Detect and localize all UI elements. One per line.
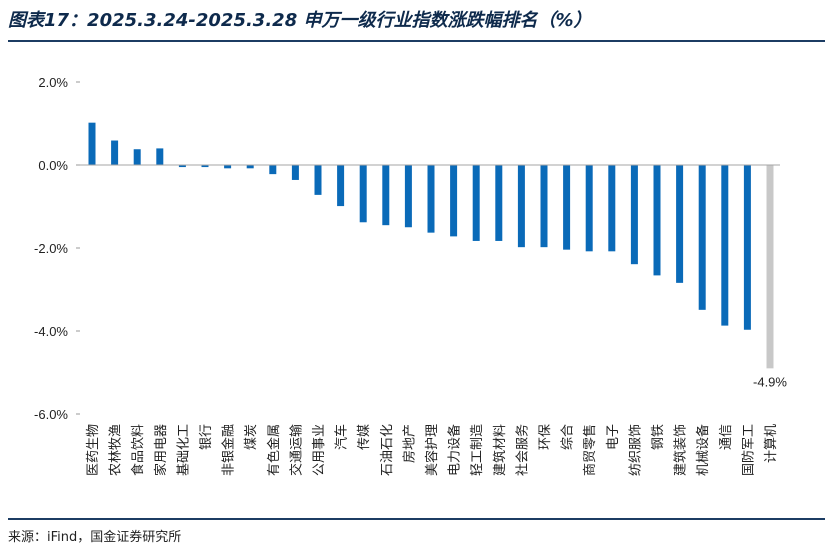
- category-label: 钢铁: [651, 424, 666, 450]
- category-label: 食品饮料: [130, 424, 146, 476]
- bar: [246, 165, 254, 169]
- bar: [359, 165, 367, 223]
- category-label: 纺织服饰: [628, 424, 643, 476]
- category-label: 国防军工: [740, 424, 756, 476]
- category-label: 轻工制造: [470, 424, 485, 476]
- bar: [427, 165, 435, 233]
- bar: [653, 165, 661, 276]
- chart-title: 图表17：2025.3.24-2025.3.28 申万一级行业指数涨跌幅排名（%…: [8, 10, 592, 31]
- category-label: 社会服务: [514, 424, 530, 476]
- category-label: 农林牧渔: [109, 424, 124, 476]
- category-label: 环保: [538, 424, 553, 450]
- y-tick-label: 2.0%: [38, 75, 68, 90]
- category-label: 银行: [199, 424, 214, 450]
- bar: [608, 165, 616, 252]
- bar: [540, 165, 548, 248]
- category-label: 传媒: [357, 424, 372, 450]
- data-label: -4.9%: [753, 374, 787, 389]
- category-label: 美容护理: [424, 424, 440, 476]
- category-label: 有色金属: [266, 424, 282, 476]
- bar: [563, 165, 571, 250]
- category-label: 建筑材料: [492, 424, 508, 476]
- category-label: 石油石化: [380, 424, 395, 476]
- bar: [291, 165, 299, 180]
- category-label: 电子: [606, 424, 621, 450]
- source-divider: [8, 518, 825, 520]
- bar: [450, 165, 458, 237]
- category-label: 汽车: [334, 424, 350, 450]
- bar: [224, 165, 232, 169]
- category-label: 煤炭: [244, 424, 259, 450]
- bar: [404, 165, 412, 228]
- bar: [698, 165, 706, 310]
- category-label: 非银金融: [221, 424, 237, 476]
- category-label: 交通运输: [288, 424, 304, 476]
- bar: [133, 149, 141, 165]
- bar: [676, 165, 684, 283]
- y-tick-label: 0.0%: [38, 158, 68, 173]
- bar: [201, 165, 209, 168]
- category-label: 家用电器: [153, 424, 169, 476]
- category-label: 商贸零售: [582, 424, 598, 476]
- bar: [495, 165, 503, 241]
- y-tick-label: -2.0%: [34, 241, 68, 256]
- bar: [314, 165, 322, 195]
- bar: [178, 165, 186, 168]
- bar: [472, 165, 480, 241]
- category-label: 房地产: [401, 424, 417, 463]
- bar: [269, 165, 277, 175]
- category-label: 公用事业: [312, 424, 327, 476]
- bar: [766, 165, 774, 369]
- bar: [337, 165, 345, 207]
- category-label: 建筑装饰: [673, 424, 689, 476]
- category-label: 医药生物: [86, 424, 101, 476]
- bar: [721, 165, 729, 326]
- category-label: 综合: [561, 424, 576, 450]
- category-label: 机械设备: [695, 424, 711, 476]
- category-label: 计算机: [764, 424, 779, 463]
- bar: [743, 165, 751, 330]
- source-note: 来源：iFind，国金证券研究所: [8, 530, 182, 545]
- bar: [156, 148, 164, 165]
- y-tick-label: -4.0%: [34, 324, 68, 339]
- bar: [111, 140, 119, 165]
- y-tick-label: -6.0%: [34, 407, 68, 422]
- bar: [517, 165, 525, 248]
- category-label: 基础化工: [176, 424, 191, 476]
- bar: [88, 122, 96, 165]
- title-divider: [8, 40, 825, 42]
- bar: [382, 165, 390, 226]
- bar: [585, 165, 593, 252]
- category-label: 电力设备: [447, 424, 463, 476]
- bar: [630, 165, 638, 265]
- category-label: 通信: [719, 424, 734, 450]
